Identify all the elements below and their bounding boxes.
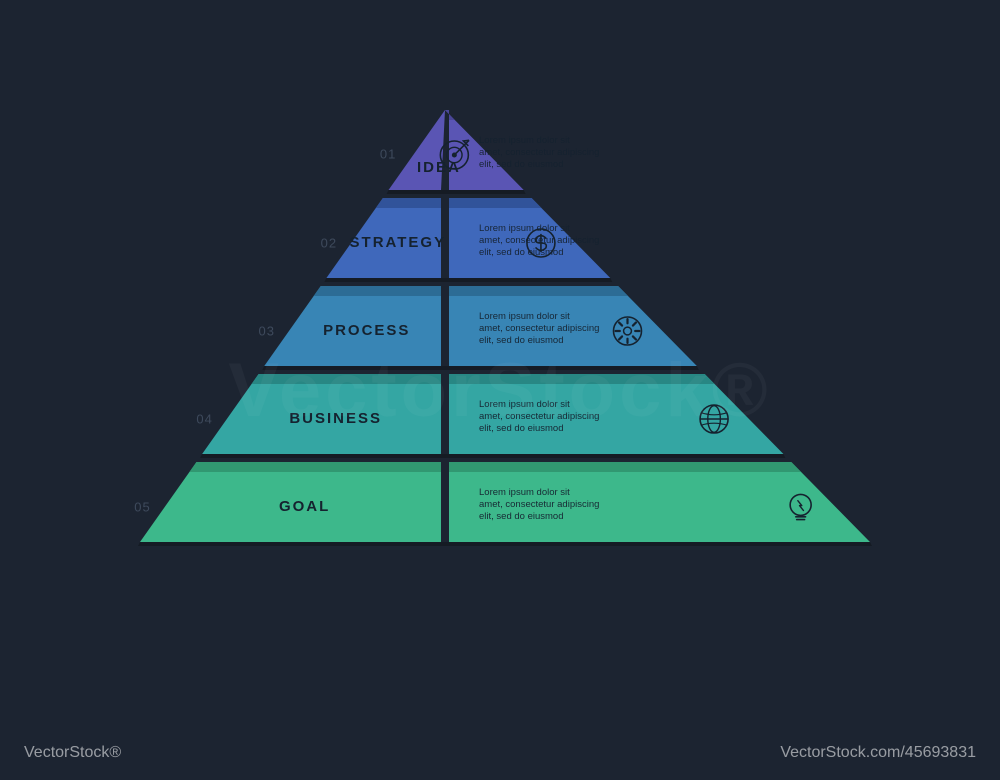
level-desc-1-line-1: Lorem ipsum dolor sit: [479, 135, 570, 146]
level-label-3: PROCESS: [323, 322, 410, 339]
level-desc-3-line-1: Lorem ipsum dolor sit: [479, 311, 570, 322]
level-number-4: 04: [196, 412, 212, 427]
pyramid-shadow-2: [324, 278, 612, 282]
pyramid-left-bevel-5: [189, 462, 441, 472]
level-desc-4-line-3: elit, sed do eiusmod: [479, 423, 564, 434]
level-desc-4-line-1: Lorem ipsum dolor sit: [479, 399, 570, 410]
level-desc-5-line-2: amet, consectetur adipiscing: [479, 499, 599, 510]
level-label-2: STRATEGY: [350, 234, 447, 251]
level-number-5: 05: [134, 500, 150, 515]
level-number-3: 03: [259, 324, 275, 339]
pyramid-right-bevel-5: [449, 462, 801, 472]
level-desc-4-line-2: amet, consectetur adipiscing: [479, 411, 599, 422]
pyramid-left-bevel-4: [252, 374, 441, 384]
pyramid-shadow-1: [387, 190, 526, 194]
level-desc-1-line-2: amet, consectetur adipiscing: [479, 147, 599, 158]
infographic-stage: VectorStock® IDEALorem ipsum dolor sitam…: [0, 0, 1000, 780]
pyramid-left-level-1: [389, 110, 445, 190]
pyramid-right-bevel-2: [449, 198, 541, 208]
credit-id: VectorStock.com/45693831: [780, 744, 976, 762]
level-desc-5-line-1: Lorem ipsum dolor sit: [479, 487, 570, 498]
pyramid-right-bevel-4: [449, 374, 715, 384]
pyramid-shadow-5: [138, 542, 872, 546]
pyramid-svg: IDEALorem ipsum dolor sitamet, consectet…: [0, 0, 1000, 780]
pyramid-shadow-4: [200, 454, 785, 458]
level-desc-1-line-3: elit, sed do eiusmod: [479, 159, 564, 170]
level-desc-5-line-3: elit, sed do eiusmod: [479, 511, 564, 522]
pyramid-left-bevel-3: [314, 286, 441, 296]
level-label-4: BUSINESS: [289, 410, 382, 427]
pyramid-left-bevel-2: [376, 198, 441, 208]
pyramid-right-bevel-1: [445, 110, 455, 120]
level-desc-2-line-1: Lorem ipsum dolor sit: [479, 223, 570, 234]
pyramid-shadow-3: [262, 366, 699, 370]
level-number-1: 01: [380, 147, 396, 162]
level-desc-3-line-3: elit, sed do eiusmod: [479, 335, 564, 346]
level-label-5: GOAL: [279, 498, 330, 515]
credit-brand: VectorStock®: [24, 744, 121, 762]
pyramid-right-bevel-3: [449, 286, 628, 296]
level-label-1: IDEA: [417, 159, 461, 176]
level-number-2: 02: [321, 236, 337, 251]
level-desc-3-line-2: amet, consectetur adipiscing: [479, 323, 599, 334]
